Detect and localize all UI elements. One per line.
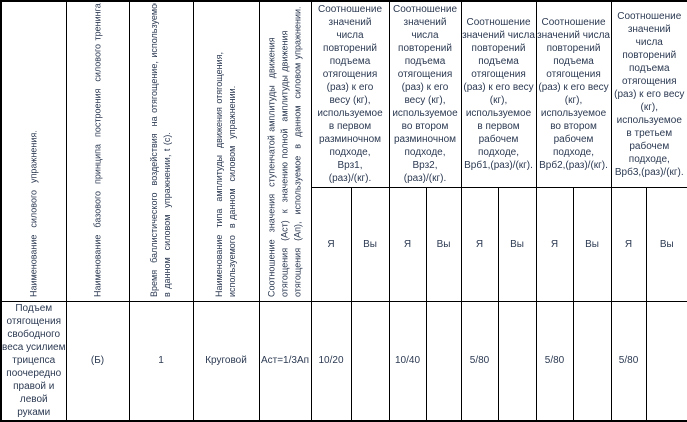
subheader-vy-3: Вы	[497, 186, 537, 302]
subheader-ya-1: Я	[310, 186, 352, 302]
vertical-text-box: Наименование базового принципа построени…	[67, 2, 128, 300]
vertical-text-box: Наименование силового упражнения.	[2, 3, 65, 300]
cell-value-vy-4	[572, 300, 612, 422]
subheader-ya-4: Я	[535, 186, 574, 302]
subheader-vy-1: Вы	[350, 186, 390, 302]
col-header-warmup-set-2: Соотношение значений числа повторений по…	[388, 0, 462, 188]
col-header-exercise-name: Наименование силового упражнения.	[0, 0, 67, 302]
subheader-ya-5: Я	[610, 186, 647, 302]
subheader-ya-2: Я	[388, 186, 427, 302]
col-header-amplitude-type: Наименование типа амплитуды движения отя…	[192, 0, 260, 302]
subheader-vy-2: Вы	[425, 186, 462, 302]
col-header-warmup-set-1: Соотношение значений числа повторений по…	[310, 0, 390, 188]
cell-value-ya-4: 5/80	[535, 300, 574, 422]
vertical-text-box: Соотношение значения ступенчатой амплиту…	[260, 3, 310, 300]
cell-value-ya-5: 5/80	[610, 300, 647, 422]
cell-value-vy-3	[497, 300, 537, 422]
col-header-exercise-name-label: Наименование силового упражнения.	[28, 129, 39, 297]
col-header-amplitude-ratio-label: Соотношение значения ступенчатой амплиту…	[266, 6, 303, 297]
col-header-amplitude-type-label: Наименование типа амплитуды движения отя…	[214, 51, 237, 297]
col-header-base-principle-label: Наименование базового принципа построени…	[92, 2, 102, 297]
col-header-ballistic-time-label: Время баллистического воздействия на отя…	[149, 2, 172, 297]
cell-amplitude-ratio: Аст=1/3Ап	[258, 300, 312, 422]
subheader-vy-4: Вы	[572, 186, 612, 302]
cell-value-vy-1	[350, 300, 390, 422]
col-header-work-set-2: Соотношение значений числа повторений по…	[535, 0, 612, 188]
vertical-text-box: Наименование типа амплитуды движения отя…	[194, 3, 258, 300]
cell-base-principle: (Б)	[65, 300, 130, 422]
vertical-text-box: Время баллистического воздействия на отя…	[130, 2, 192, 300]
cell-exercise-name: Подъем отягощения свободного веса усилие…	[0, 300, 67, 422]
cell-amplitude-type: Круговой	[192, 300, 260, 422]
cell-ballistic-time: 1	[128, 300, 194, 422]
col-header-ballistic-time: Время баллистического воздействия на отя…	[128, 0, 194, 302]
subheader-vy-5: Вы	[645, 186, 687, 302]
cell-value-ya-2: 10/40	[388, 300, 427, 422]
subheader-ya-3: Я	[460, 186, 499, 302]
cell-value-ya-1: 10/20	[310, 300, 352, 422]
col-header-base-principle: Наименование базового принципа построени…	[65, 0, 130, 302]
cell-value-vy-2	[425, 300, 462, 422]
cell-value-ya-3: 5/80	[460, 300, 499, 422]
col-header-work-set-1: Соотношение значений числа повторений по…	[460, 0, 537, 188]
col-header-amplitude-ratio: Соотношение значения ступенчатой амплиту…	[258, 0, 312, 302]
col-header-work-set-3: Соотношение значений числа повторений по…	[610, 0, 687, 188]
cell-value-vy-5	[645, 300, 687, 422]
